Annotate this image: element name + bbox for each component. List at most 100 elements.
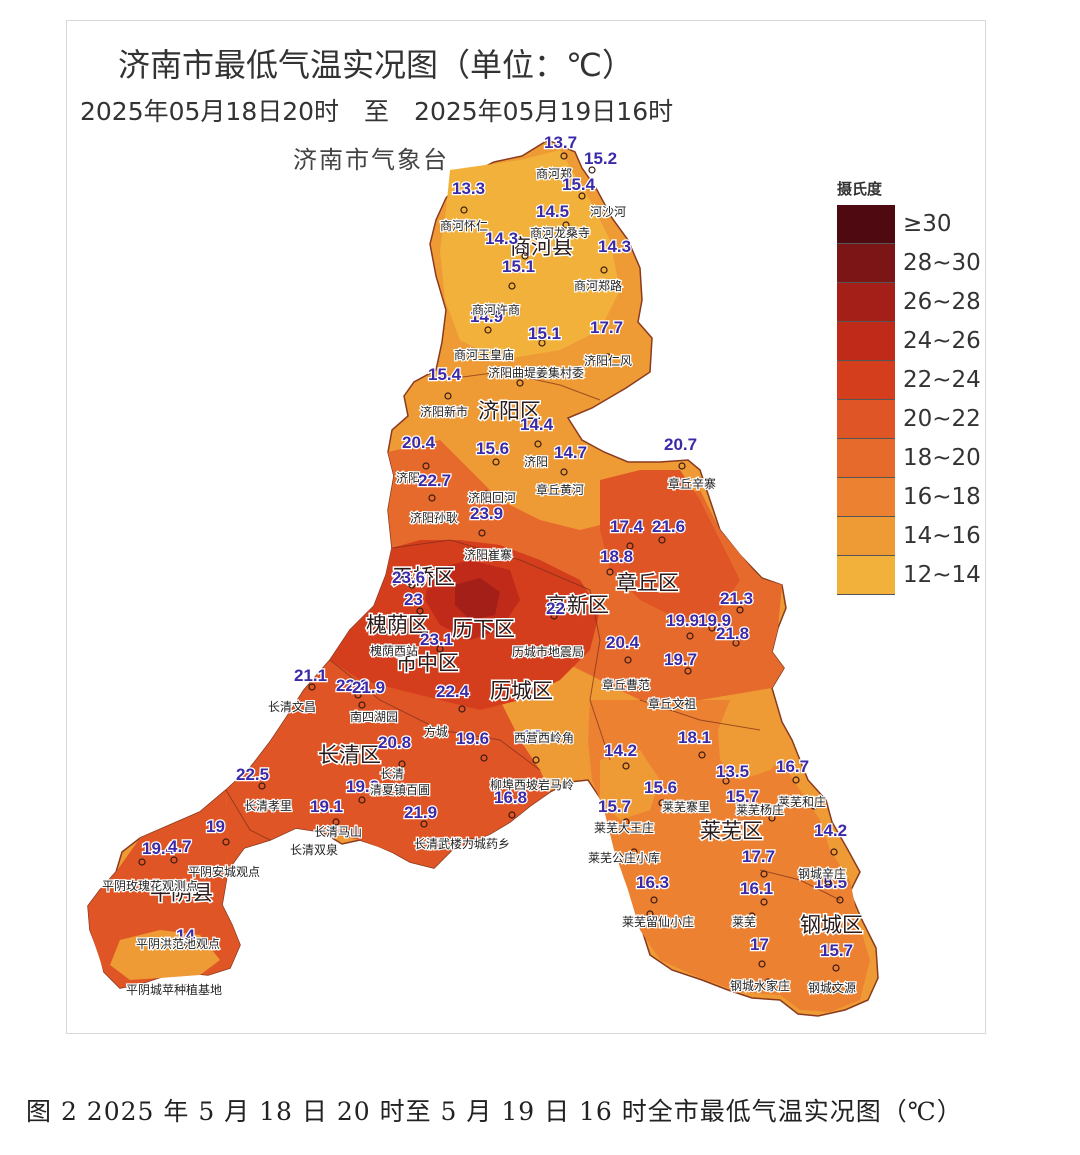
station-temperature: 21.1 <box>294 666 327 685</box>
station-name: 章丘黄河 <box>536 482 584 497</box>
station-temperature: 15.4 <box>562 175 596 194</box>
region-26-28 <box>455 578 500 620</box>
station-dot <box>358 701 366 709</box>
station: 章丘文祖 <box>647 695 698 713</box>
station: 济阳曲堤姜集村委 <box>487 364 585 387</box>
station-name: 钢城辛庄 <box>798 866 846 881</box>
station: 23 <box>403 589 424 615</box>
station-name: 长清孝里 <box>244 799 292 813</box>
station-temperature: 14.4 <box>520 415 554 434</box>
station-dot <box>630 848 638 856</box>
station: 17 <box>749 934 770 968</box>
station: 21.3 <box>719 588 754 614</box>
station-name: 济阳仁风 <box>584 353 632 368</box>
region-12-14 <box>440 150 620 360</box>
legend-swatch <box>837 517 895 556</box>
station-name: 南四湖园 <box>350 709 398 724</box>
station: 19.1 长清马山 <box>309 796 364 841</box>
boundary-pingyin-changqing <box>225 789 271 841</box>
station-dot <box>722 777 730 785</box>
station: 17.7 济阳仁风 <box>583 317 634 370</box>
station-dot <box>764 978 772 986</box>
station-temperature: 20.4 <box>402 433 436 452</box>
legend-swatch <box>837 322 895 361</box>
station-name: 商河许商 <box>472 302 520 317</box>
station-temperature: 19.7 <box>664 650 697 669</box>
station-temperature: 16.7 <box>776 757 809 776</box>
station-dot <box>626 542 634 550</box>
station-name: 长清武楼力城药乡 <box>414 836 510 851</box>
station-temperature: 20.8 <box>378 733 411 752</box>
station-temperature: 17 <box>750 935 769 954</box>
legend-swatch <box>837 244 895 283</box>
boundary-licheng-zhangqiu <box>589 589 611 761</box>
station-name: 平阴玫瑰花观测点 <box>102 878 198 893</box>
station-temperature: 18.8 <box>600 547 633 566</box>
legend: 摄氏度 ≥30 28~30 26~28 24~26 22~24 20~22 18~20 16~… <box>837 178 981 595</box>
station: 平阴城苹种植基地 <box>125 981 224 999</box>
station-name: 济阳回河 <box>468 490 516 505</box>
station-dot <box>444 392 452 400</box>
station-temperature: 16.3 <box>636 873 669 892</box>
station-name: 平阴安城观点 <box>188 864 260 879</box>
station-name: 莱芜和庄 <box>778 794 826 809</box>
station: 15.6 济阳 <box>475 438 550 471</box>
station: 15.2 <box>583 148 618 174</box>
station-temperature: 19 <box>206 817 225 836</box>
station-temperature: 21.3 <box>720 589 753 608</box>
legend-item: ≥30 <box>837 205 952 244</box>
legend-label: 28~30 <box>903 250 981 276</box>
station: 钢城文源 <box>807 979 858 997</box>
station-name: 章丘辛寨 <box>668 476 716 491</box>
station-temperature: 23.9 <box>470 504 503 523</box>
station: 15.1 商河玉皇庙 <box>453 323 563 364</box>
station-temperature: 22.7 <box>418 471 451 490</box>
station-name: 章丘文祖 <box>648 696 696 711</box>
station: 19.4 <box>138 838 177 866</box>
station: 莱芜和庄 <box>777 793 828 811</box>
legend-label: 24~26 <box>903 328 981 354</box>
region-20-22-east <box>600 470 740 620</box>
legend-title: 摄氏度 <box>837 180 883 198</box>
station: 15.7 <box>725 786 760 814</box>
station-dot <box>836 896 844 904</box>
station-name: 平阴洪范池观点 <box>136 937 220 951</box>
station-temperature: 17.7 <box>590 318 623 337</box>
station-temperature: 13.3 <box>452 179 485 198</box>
station-dot <box>550 612 558 620</box>
legend-label: ≥30 <box>903 211 952 237</box>
station-dot <box>478 529 486 537</box>
station-temperature: 15.7 <box>598 797 631 816</box>
station-dot <box>832 984 840 992</box>
station: 济阳回河 <box>467 489 518 507</box>
legend-swatch <box>837 439 895 478</box>
station-temperature: 21.6 <box>652 517 685 536</box>
station: 23.9 济阳崔寨 <box>463 503 514 564</box>
station-temperature: 23.6 <box>392 568 425 587</box>
station-dot <box>521 252 529 260</box>
station: 4.7 <box>167 836 193 864</box>
station-dot <box>708 624 716 632</box>
station-dot <box>482 490 490 498</box>
map-subtitle: 2025年05月18日20时 至 2025年05月19日16时 <box>80 97 674 126</box>
station: 19 <box>205 816 230 846</box>
station: 21.8 <box>715 623 750 647</box>
station-temperature: 19.4 <box>142 839 176 858</box>
station-name: 济阳崔寨 <box>464 547 512 562</box>
region-14-16-laiwu <box>718 690 790 780</box>
district-label: 高新区 <box>546 594 609 617</box>
district-label: 市中区 <box>396 652 459 675</box>
station: 21.6 <box>651 516 686 544</box>
station-temperature: 15.6 <box>476 439 509 458</box>
station-temperature: 17.7 <box>742 847 775 866</box>
boundary-jiyang-south <box>391 539 591 591</box>
station-dot <box>416 607 424 615</box>
station: 15.7 莱芜大王庄 <box>593 796 656 837</box>
station-name: 商河龙桑寺 <box>530 225 590 240</box>
station: 19.9 <box>697 610 732 632</box>
station-dot <box>678 462 686 470</box>
